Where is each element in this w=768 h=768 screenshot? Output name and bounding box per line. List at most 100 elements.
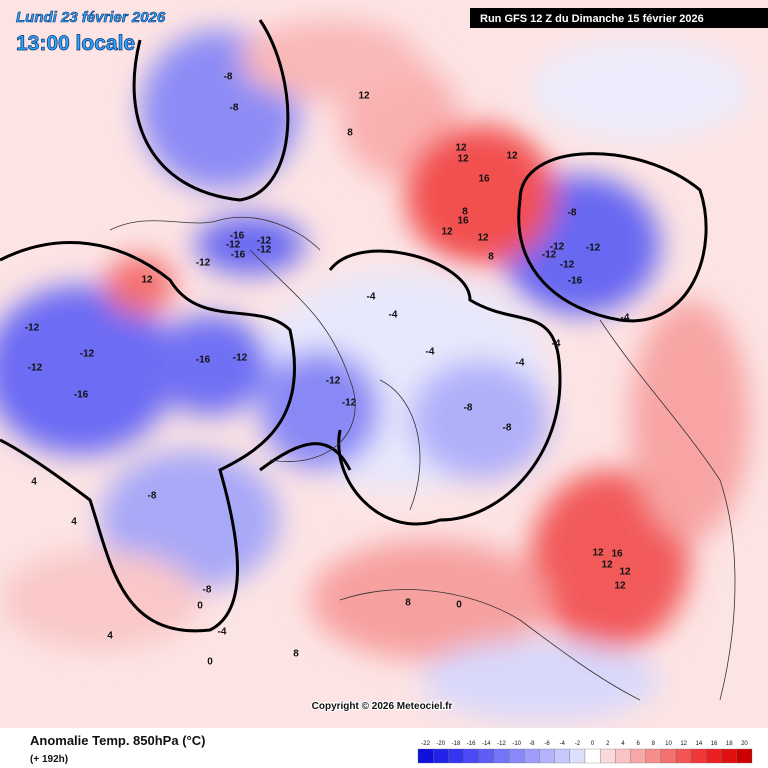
contour-label: -8 xyxy=(224,72,233,83)
legend-cell xyxy=(508,748,525,764)
contour-label: -16 xyxy=(231,250,246,261)
coastlines xyxy=(109,216,736,701)
run-info: Run GFS 12 Z du Dimanche 15 février 2026 xyxy=(480,13,704,25)
legend-tick-label: 6 xyxy=(636,741,640,747)
legend-tick-label: -2 xyxy=(575,741,581,747)
legend-cell xyxy=(463,748,479,764)
contour-label: -12 xyxy=(542,250,557,261)
contour-label: 8 xyxy=(488,252,494,263)
contour-label: 12 xyxy=(506,151,518,162)
contour-label: -4 xyxy=(367,292,376,303)
contour-label: 8 xyxy=(462,207,468,218)
legend-cell xyxy=(448,748,464,764)
contour-label: -12 xyxy=(257,236,272,247)
contour-label: -12 xyxy=(80,349,95,360)
coastline xyxy=(249,249,356,462)
contour-label: -16 xyxy=(74,390,89,401)
contour-label: -8 xyxy=(230,103,239,114)
legend-cell xyxy=(433,748,449,764)
legend-tick-label: 0 xyxy=(591,741,595,747)
contour-label: 0 xyxy=(456,600,462,611)
legend-tick-label: 10 xyxy=(665,741,672,747)
valid-date: Lundi 23 février 2026 xyxy=(16,9,166,26)
contour-label: -4 xyxy=(218,627,227,638)
contour-label: -12 xyxy=(226,240,241,251)
contour-label: 12 xyxy=(477,233,489,244)
legend-cell xyxy=(660,748,677,764)
contour-label: 12 xyxy=(455,143,467,154)
legend-tick-label: -18 xyxy=(452,741,461,747)
contour-label: 4 xyxy=(71,517,77,528)
contour-label: -12 xyxy=(257,245,272,256)
contour-label: 12 xyxy=(141,275,153,286)
contour xyxy=(0,241,297,633)
contour-label: -8 xyxy=(568,208,577,219)
coastline xyxy=(109,216,321,251)
contour-label: 16 xyxy=(611,549,623,560)
contour-label: 0 xyxy=(197,601,203,612)
contour-label: -12 xyxy=(342,398,357,409)
zero-contours xyxy=(0,19,708,633)
contour-label: -12 xyxy=(25,323,40,334)
legend-tick-label: 8 xyxy=(652,741,656,747)
contour-label: 8 xyxy=(347,128,353,139)
contour-label: -12 xyxy=(586,243,601,254)
legend-tick-label: 20 xyxy=(741,741,748,747)
legend-tick-label: 12 xyxy=(680,741,687,747)
variable-title: Anomalie Temp. 850hPa (°C) xyxy=(30,733,205,748)
legend-tick-label: 16 xyxy=(711,741,718,747)
contour-label: 12 xyxy=(614,581,626,592)
copyright: Copyright © 2026 Meteociel.fr xyxy=(312,701,453,712)
contour-label: -8 xyxy=(203,585,212,596)
legend-cell xyxy=(691,748,707,764)
contour-label: -4 xyxy=(621,313,630,324)
legend-tick-label: 4 xyxy=(621,741,625,747)
legend-cell xyxy=(600,748,616,764)
legend-cell xyxy=(417,748,434,764)
contour-label: -8 xyxy=(148,491,157,502)
coastline xyxy=(339,589,641,701)
legend-tick-label: -8 xyxy=(529,741,535,747)
legend-cell xyxy=(645,748,662,764)
contour-label: 12 xyxy=(601,560,613,571)
legend-cell xyxy=(554,748,570,764)
legend-tick-label: -20 xyxy=(436,741,445,747)
contour-label: 12 xyxy=(441,227,453,238)
legend-tick-label: -4 xyxy=(560,741,566,747)
contour xyxy=(132,19,290,202)
legend-tick-label: -22 xyxy=(421,741,430,747)
legend-tick-label: -16 xyxy=(467,741,476,747)
contour-label: -12 xyxy=(196,258,211,269)
legend-cell xyxy=(630,748,646,764)
contour xyxy=(517,152,708,323)
contour-label: -16 xyxy=(196,355,211,366)
legend-cell xyxy=(706,748,722,764)
contour-label: 0 xyxy=(207,657,213,668)
contour-label: 4 xyxy=(31,477,37,488)
contour-label: 12 xyxy=(592,548,604,559)
contour-label: -16 xyxy=(230,231,245,242)
local-time: 13:00 locale xyxy=(16,32,135,55)
contour-label: -16 xyxy=(568,276,583,287)
legend-cell xyxy=(584,748,601,764)
contour-label: -4 xyxy=(389,310,398,321)
legend-tick-label: 2 xyxy=(606,741,610,747)
legend-tick-label: 14 xyxy=(696,741,703,747)
contour-label: 12 xyxy=(457,154,469,165)
legend-tick-label: 18 xyxy=(726,741,733,747)
contour-label: -4 xyxy=(516,358,525,369)
coastline xyxy=(599,319,736,701)
contour-label: -12 xyxy=(560,260,575,271)
contour xyxy=(259,442,352,472)
contour xyxy=(328,249,562,526)
legend-cell xyxy=(493,748,510,764)
legend-cell xyxy=(478,748,495,764)
run-box xyxy=(470,8,768,28)
contour-label: -12 xyxy=(233,353,248,364)
coastline xyxy=(379,379,421,511)
contour-label: 16 xyxy=(457,216,469,227)
contour-label: -12 xyxy=(550,242,565,253)
